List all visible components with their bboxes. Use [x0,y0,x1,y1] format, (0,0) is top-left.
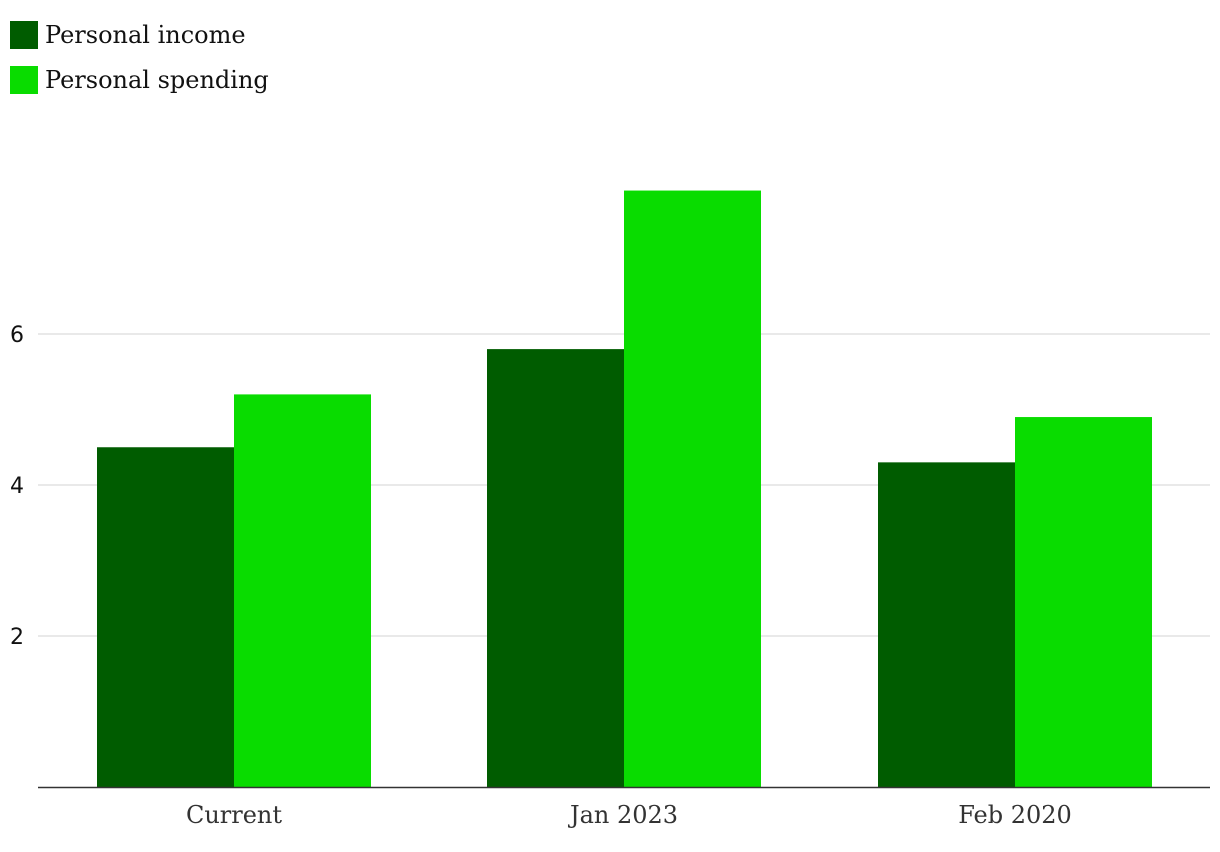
legend-item-personal-income: Personal income [10,12,269,57]
x-category-label: Feb 2020 [958,801,1072,829]
bar-personal-income-current [97,447,234,787]
y-tick-label: 2 [10,625,24,650]
bar-personal-income-feb-2020 [878,462,1015,787]
y-tick-label: 4 [10,474,24,499]
y-axis-ticks: 2 4 6 [10,323,24,650]
legend-label-personal-income: Personal income [45,20,246,49]
bar-personal-spending-current [234,394,371,787]
x-axis-categories: Current Jan 2023 Feb 2020 [186,801,1072,829]
legend: Personal income Personal spending [10,12,269,102]
legend-label-personal-spending: Personal spending [45,65,269,94]
bars [97,190,1152,788]
legend-item-personal-spending: Personal spending [10,57,269,102]
legend-swatch-personal-income [10,20,38,49]
bar-personal-spending-feb-2020 [1015,417,1152,787]
legend-swatch-personal-spending [10,65,38,94]
x-category-label: Jan 2023 [567,801,678,829]
bar-personal-spending-jan-2023 [624,190,761,788]
y-tick-label: 6 [10,323,24,348]
x-category-label: Current [186,801,282,829]
bar-personal-income-jan-2023 [487,349,624,787]
